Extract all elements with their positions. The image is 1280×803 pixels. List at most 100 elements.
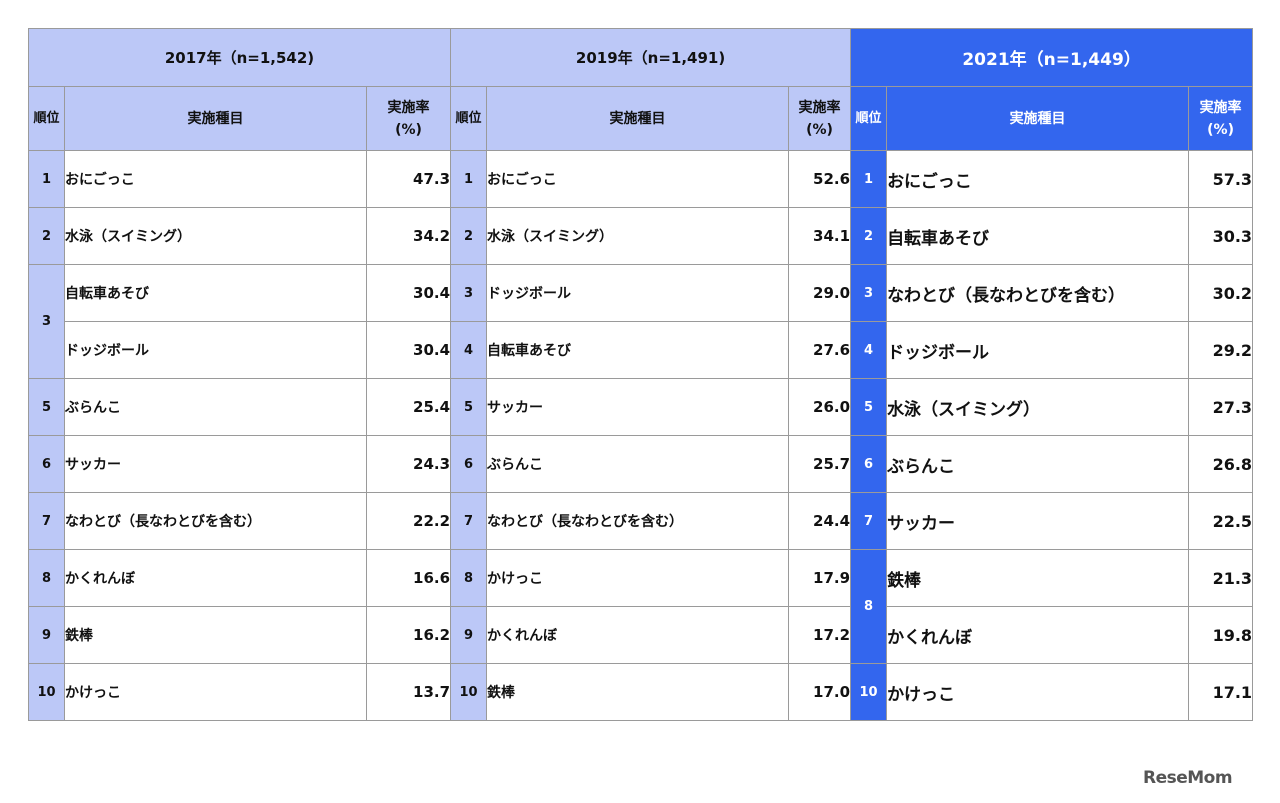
rank-cell: 3 bbox=[850, 264, 888, 322]
value-cell: 29.2 bbox=[1188, 321, 1254, 379]
column-header-row: 順位 実施種目 実施率 (%) 順位 実施種目 実施率 (%) 順位 実施種目 実施… bbox=[28, 86, 1254, 151]
rank-cell: 9 bbox=[450, 606, 488, 664]
item-cell: おにごっこ bbox=[886, 150, 1190, 208]
value-cell: 52.6 bbox=[788, 150, 852, 208]
table-row: 5 ぶらんこ 25.4 5 サッカー 26.0 5 水泳（スイミング） 27.3 bbox=[28, 378, 1254, 436]
value-cell: 13.7 bbox=[365, 663, 452, 721]
value-cell: 27.3 bbox=[1188, 378, 1254, 436]
item-cell: なわとび（長なわとびを含む） bbox=[486, 492, 790, 550]
rank-cell: 2 bbox=[450, 207, 488, 265]
value-cell: 22.5 bbox=[1188, 492, 1254, 550]
item-cell: 自転車あそび bbox=[64, 264, 367, 322]
item-cell: 鉄棒 bbox=[486, 663, 790, 721]
item-header: 実施種目 bbox=[64, 86, 367, 151]
rank-header: 順位 bbox=[450, 86, 488, 151]
item-cell: なわとび（長なわとびを含む） bbox=[886, 264, 1190, 322]
rank-cell: 5 bbox=[450, 378, 488, 436]
value-cell: 16.2 bbox=[365, 606, 452, 664]
item-cell: かくれんぼ bbox=[64, 549, 367, 607]
value-cell: 30.2 bbox=[1188, 264, 1254, 322]
rank-cell: 1 bbox=[850, 150, 888, 208]
item-cell: かくれんぼ bbox=[886, 606, 1190, 664]
rank-header: 順位 bbox=[850, 86, 888, 151]
value-cell: 27.6 bbox=[788, 321, 852, 379]
rank-cell: 2 bbox=[28, 207, 65, 265]
year-2017-header: 2017年（n=1,542) bbox=[27, 28, 452, 87]
table-row: 2 水泳（スイミング） 34.2 2 水泳（スイミング） 34.1 2 自転車あ… bbox=[28, 207, 1254, 265]
rank-cell: 7 bbox=[850, 492, 888, 550]
item-cell: 水泳（スイミング） bbox=[486, 207, 790, 265]
value-cell: 17.1 bbox=[1188, 663, 1254, 721]
rank-cell: 2 bbox=[850, 207, 888, 265]
value-cell: 34.1 bbox=[788, 207, 852, 265]
table-row: 1 おにごっこ 47.3 1 おにごっこ 52.6 1 おにごっこ 57.3 bbox=[28, 150, 1254, 208]
rank-header: 順位 bbox=[28, 86, 65, 151]
item-cell: ぶらんこ bbox=[486, 435, 790, 493]
rank-cell: 8 bbox=[450, 549, 488, 607]
rank-cell: 8 bbox=[28, 549, 65, 607]
rank-cell: 10 bbox=[28, 663, 65, 721]
rate-header: 実施率 (%) bbox=[1188, 86, 1254, 151]
rank-cell: 4 bbox=[850, 321, 888, 379]
rank-cell: 3 bbox=[28, 264, 65, 379]
rank-cell: 10 bbox=[450, 663, 488, 721]
table-row: 8 かくれんぼ 16.6 8 かけっこ 17.9 8 鉄棒 21.3 bbox=[28, 549, 1254, 664]
table-row: ドッジボール 30.4 4 自転車あそび 27.6 4 ドッジボール 29.2 bbox=[29, 321, 1254, 379]
rank-cell: 6 bbox=[450, 435, 488, 493]
item-cell: ぶらんこ bbox=[886, 435, 1190, 493]
table-row: 6 サッカー 24.3 6 ぶらんこ 25.7 6 ぶらんこ 26.8 bbox=[28, 435, 1254, 493]
year-header-row: 2017年（n=1,542) 2019年（n=1,491) 2021年（n=1,… bbox=[27, 28, 1254, 87]
value-cell: 29.0 bbox=[788, 264, 852, 322]
item-cell: おにごっこ bbox=[64, 150, 367, 208]
rank-cell: 10 bbox=[850, 663, 888, 721]
rank-cell: 4 bbox=[450, 321, 488, 379]
rank-cell: 3 bbox=[450, 264, 488, 322]
ranking-table: 2017年（n=1,542) 2019年（n=1,491) 2021年（n=1,… bbox=[27, 28, 1254, 721]
rate-header: 実施率 (%) bbox=[788, 86, 852, 151]
item-cell: 鉄棒 bbox=[64, 606, 367, 664]
value-cell: 34.2 bbox=[365, 207, 452, 265]
value-cell: 47.3 bbox=[365, 150, 452, 208]
rank-cell: 7 bbox=[450, 492, 488, 550]
value-cell: 17.0 bbox=[788, 663, 852, 721]
value-cell: 17.9 bbox=[788, 549, 852, 607]
item-cell: 水泳（スイミング） bbox=[886, 378, 1190, 436]
rank-cell: 6 bbox=[28, 435, 65, 493]
value-cell: 24.3 bbox=[365, 435, 452, 493]
table-row: 7 なわとび（長なわとびを含む） 22.2 7 なわとび（長なわとびを含む） 2… bbox=[28, 492, 1254, 550]
item-cell: サッカー bbox=[886, 492, 1190, 550]
value-cell: 26.0 bbox=[788, 378, 852, 436]
value-cell: 30.3 bbox=[1188, 207, 1254, 265]
item-cell: かけっこ bbox=[486, 549, 790, 607]
value-cell: 30.4 bbox=[365, 321, 452, 379]
table-row: 10 かけっこ 13.7 10 鉄棒 17.0 10 かけっこ 17.1 bbox=[28, 663, 1254, 721]
item-cell: サッカー bbox=[486, 378, 790, 436]
value-cell: 25.4 bbox=[365, 378, 452, 436]
item-cell: ドッジボール bbox=[64, 321, 367, 379]
value-cell: 17.2 bbox=[788, 606, 852, 664]
item-cell: ドッジボール bbox=[886, 321, 1190, 379]
rate-header: 実施率 (%) bbox=[365, 86, 452, 151]
item-cell: かくれんぼ bbox=[486, 606, 790, 664]
item-cell: 水泳（スイミング） bbox=[64, 207, 367, 265]
value-cell: 16.6 bbox=[365, 549, 452, 607]
table-row: 3 自転車あそび 30.4 3 ドッジボール 29.0 3 なわとび（長なわとび… bbox=[28, 264, 1254, 379]
item-cell: かけっこ bbox=[886, 663, 1190, 721]
rank-cell: 8 bbox=[850, 549, 888, 664]
value-cell: 25.7 bbox=[788, 435, 852, 493]
rank-cell: 9 bbox=[28, 606, 65, 664]
year-2021-header: 2021年（n=1,449） bbox=[850, 28, 1254, 87]
table-row: 9 鉄棒 16.2 9 かくれんぼ 17.2 かくれんぼ 19.8 bbox=[28, 606, 1254, 664]
item-cell: 自転車あそび bbox=[886, 207, 1190, 265]
rank-cell: 7 bbox=[28, 492, 65, 550]
rank-cell: 1 bbox=[450, 150, 488, 208]
item-cell: ぶらんこ bbox=[64, 378, 367, 436]
item-cell: なわとび（長なわとびを含む） bbox=[64, 492, 367, 550]
item-cell: 自転車あそび bbox=[486, 321, 790, 379]
rank-cell: 6 bbox=[850, 435, 888, 493]
year-2019-header: 2019年（n=1,491) bbox=[450, 28, 852, 87]
item-cell: かけっこ bbox=[64, 663, 367, 721]
item-cell: サッカー bbox=[64, 435, 367, 493]
value-cell: 26.8 bbox=[1188, 435, 1254, 493]
value-cell: 19.8 bbox=[1188, 606, 1254, 664]
